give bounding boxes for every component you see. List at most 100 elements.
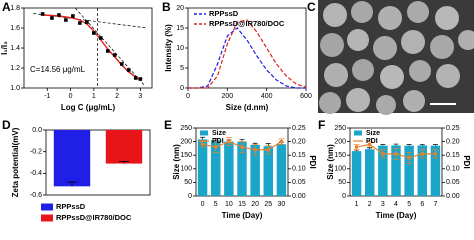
legend-swatch [41, 214, 53, 222]
x-tick-label: 200 [221, 93, 233, 100]
y-tick-label: 250 [180, 125, 192, 132]
y-axis-label: Zeta potential(mV) [11, 127, 20, 197]
x-tick-label: 0 [201, 201, 205, 208]
x-tick-label: 3 [381, 201, 385, 208]
data-point [57, 13, 61, 17]
legend-swatch [41, 203, 53, 211]
panel-label: B [162, 0, 171, 14]
bar [197, 139, 208, 196]
tem-image [318, 0, 474, 115]
x-tick-label: 6 [420, 201, 424, 208]
y2-tick-label: 0.05 [446, 179, 460, 186]
panel-label: F [318, 118, 325, 132]
y-tick-label: 0 [342, 193, 346, 200]
plot-frame [45, 129, 151, 196]
guide-line [74, 7, 146, 87]
bar [404, 145, 414, 196]
x-tick-label: 25 [264, 201, 272, 208]
y2-tick-label: 0.25 [446, 125, 460, 132]
y-tick-label: 1.0 [10, 85, 20, 92]
y-tick-label: 1.8 [10, 5, 20, 12]
y-tick-label: 50 [184, 179, 192, 186]
data-point [126, 68, 131, 72]
y2-tick-label: 0.25 [292, 125, 306, 132]
x-tick-label: 5 [214, 201, 218, 208]
data-point [40, 12, 45, 16]
error-bar [393, 143, 399, 146]
legend-label: RPPssD@IR780/DOC [209, 19, 285, 28]
error-bar [432, 144, 438, 146]
line-point [240, 145, 244, 149]
error-bar [67, 181, 77, 187]
line-point [227, 140, 231, 144]
bar [224, 141, 234, 196]
x-tick-label: 5 [407, 201, 411, 208]
bar [250, 144, 260, 196]
y-axis-label: I₁/I₃ [0, 41, 9, 55]
y2-tick-label: 0.20 [446, 138, 460, 145]
series-line [188, 27, 306, 89]
legend-swatch [200, 130, 208, 136]
error-bar [354, 149, 360, 152]
y2-tick-label: 0.10 [446, 166, 460, 173]
y2-tick-label: 0.15 [446, 152, 460, 159]
data-point [92, 31, 96, 35]
x-tick-label: 1 [92, 93, 96, 100]
bar [391, 145, 401, 196]
bar [364, 149, 375, 196]
data-point [99, 36, 103, 40]
line-point [354, 145, 359, 149]
x-tick-label: 10 [225, 201, 233, 208]
error-bar [380, 144, 386, 146]
plot-frame [23, 7, 153, 89]
x-tick-label: 400 [261, 93, 273, 100]
x-tick-label: 0 [69, 93, 73, 100]
y-axis-label: Size (nm) [172, 144, 181, 180]
y-tick-label: 1.2 [10, 65, 20, 72]
y-tick-label: 0 [180, 85, 184, 92]
y2-tick-label: 0.10 [292, 166, 306, 173]
series-line [188, 19, 307, 89]
line-point [253, 148, 257, 152]
bar [430, 145, 441, 196]
bar [351, 151, 362, 196]
y2-axis-label: PDI [462, 155, 471, 168]
y-axis-label: Size (nm) [326, 144, 335, 180]
y-tick-label: 100 [180, 166, 192, 173]
y2-tick-label: 0.15 [292, 152, 306, 159]
y-tick-label: 50 [338, 179, 346, 186]
line-point [381, 152, 385, 156]
bar [210, 140, 221, 196]
data-point [133, 76, 138, 80]
panel-label: E [164, 118, 172, 132]
x-tick-label: 2 [368, 201, 372, 208]
bar [263, 146, 274, 196]
line-point [266, 148, 270, 152]
legend-label: Size [212, 130, 226, 137]
data-point [112, 53, 117, 57]
y-tick-label: -0.6 [30, 192, 42, 199]
guide-line [33, 13, 148, 29]
y-tick-label: 0 [188, 193, 192, 200]
x-tick-label: 15 [238, 201, 246, 208]
y-tick-label: -0.4 [30, 170, 42, 177]
legend-label: PDI [212, 138, 224, 145]
error-bar [200, 136, 206, 140]
y-tick-label: 1.4 [10, 45, 20, 52]
x-tick-label: 3 [138, 93, 142, 100]
x-axis-label: Time (Day) [376, 211, 417, 220]
line-point [394, 152, 398, 156]
bar [105, 130, 143, 164]
data-point [119, 62, 124, 66]
y-tick-label: 5 [180, 65, 184, 72]
y-tick-label: 200 [180, 138, 192, 145]
x-tick-label: 4 [394, 201, 398, 208]
data-point [85, 20, 89, 24]
line-point [200, 142, 205, 146]
x-tick-label: 7 [433, 201, 437, 208]
y-tick-label: 200 [334, 138, 346, 145]
y-tick-label: 20 [176, 5, 184, 12]
x-tick-label: 1 [355, 201, 359, 208]
y-tick-label: 10 [176, 45, 184, 52]
error-bar [406, 144, 412, 146]
